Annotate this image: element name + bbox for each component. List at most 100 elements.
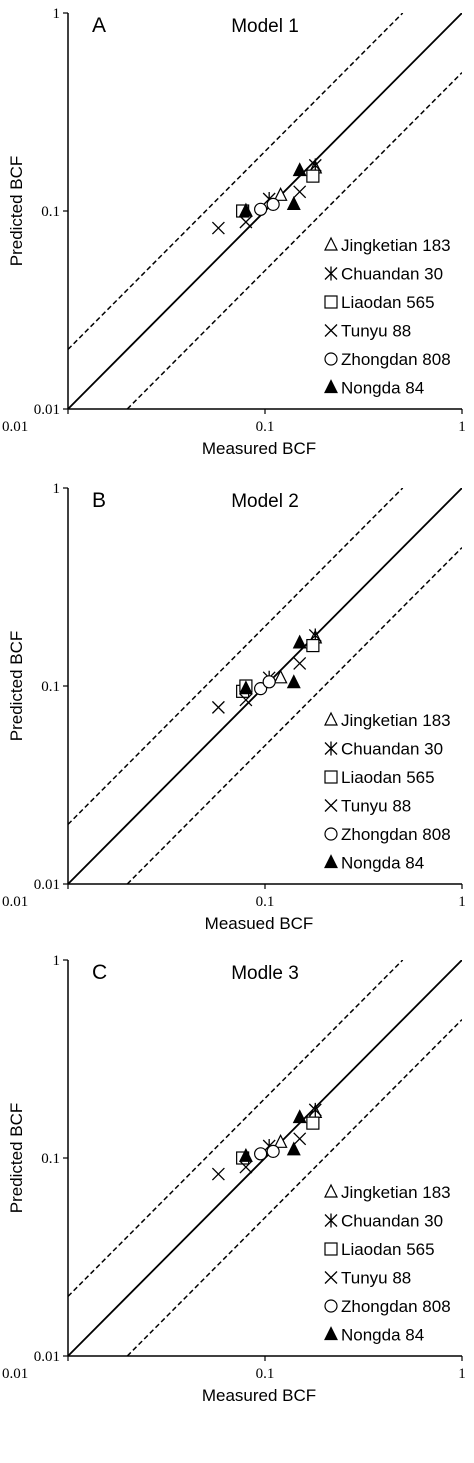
panel-letter: A: [92, 14, 106, 37]
legend-item: Zhongdan 808: [324, 350, 451, 369]
legend-item: Nongda 84: [324, 379, 424, 398]
legend-marker: [324, 324, 338, 337]
legend-marker: [324, 1242, 338, 1256]
chart-panel-b: 0.01 0.1 1 0.01 0.1 1 Measued BCF Predicted BCF…: [2, 481, 466, 933]
data-point: [266, 1144, 280, 1158]
legend-label: Liaodan 565: [341, 293, 435, 312]
series-tunyu-88: [211, 185, 307, 235]
legend-label: Nongda 84: [341, 379, 424, 398]
data-point: [292, 634, 307, 649]
data-point: [273, 669, 288, 684]
data-point: [273, 1133, 288, 1148]
chart-title: Model 2: [231, 491, 299, 512]
data-point: [266, 197, 280, 211]
data-point: [293, 185, 307, 199]
legend-marker: [324, 352, 338, 366]
data-point: [286, 1141, 301, 1156]
chart-title: Model 1: [231, 16, 299, 37]
legend-item: Jingketian 183: [324, 1183, 451, 1202]
legend-item: Zhongdan 808: [324, 1297, 451, 1316]
chart-panel-c: 0.01 0.1 1 0.01 0.1 1 Measured BCF Predicted BC…: [2, 953, 466, 1405]
x-tick-label: 1: [458, 419, 466, 435]
data-points: [211, 1102, 323, 1181]
legend-marker: [324, 854, 338, 869]
x-tick-label: 0.1: [256, 419, 275, 435]
legend-marker: [324, 827, 338, 841]
data-point: [286, 674, 301, 689]
legend-label: Tunyu 88: [341, 322, 411, 341]
legend-item: Tunyu 88: [324, 1269, 411, 1288]
panel-letter: C: [92, 961, 107, 984]
legend-label: Chuandan 30: [341, 740, 443, 759]
legend-marker: [324, 379, 338, 394]
data-point: [239, 215, 253, 229]
data-point: [306, 638, 320, 653]
legend-label: Tunyu 88: [341, 797, 411, 816]
legend-item: Tunyu 88: [324, 322, 411, 341]
series-zhongdan-808: [254, 675, 276, 696]
data-point: [211, 221, 225, 235]
legend-item: Nongda 84: [324, 1326, 424, 1345]
data-point: [238, 1147, 253, 1162]
legend-item: Zhongdan 808: [324, 825, 451, 844]
x-axis-label: Measured BCF: [202, 439, 316, 458]
legend-label: Chuandan 30: [341, 1212, 443, 1231]
legend-marker: [324, 236, 338, 251]
data-point: [306, 169, 320, 183]
chart-panel-a: 0.01 0.1 1 0.01 0.1 1 Measured BCF Predicted BC…: [2, 6, 466, 458]
data-point: [254, 682, 268, 696]
y-tick-label: 0.1: [41, 1151, 60, 1167]
series-tunyu-88: [211, 656, 307, 714]
series-tunyu-88: [211, 1132, 307, 1181]
legend-marker: [324, 1326, 338, 1341]
legend-marker: [324, 1183, 338, 1198]
data-point: [286, 196, 301, 210]
series-zhongdan-808: [254, 1144, 280, 1161]
legend-item: Chuandan 30: [324, 1212, 443, 1231]
x-tick-label: 0.01: [2, 419, 28, 435]
y-tick-label: 1: [53, 481, 61, 497]
upper-dashed-line: [68, 488, 404, 825]
legend-item: Liaodan 565: [324, 293, 435, 312]
legend-marker: [324, 295, 338, 309]
data-point: [262, 675, 276, 689]
series-zhongdan-808: [254, 197, 280, 216]
data-point: [238, 680, 253, 695]
chart-title: Modle 3: [231, 963, 299, 984]
legend-item: Tunyu 88: [324, 797, 411, 816]
data-points: [211, 628, 323, 714]
legend-label: Jingketian 183: [341, 711, 451, 730]
data-point: [292, 162, 307, 177]
data-point: [273, 186, 288, 201]
x-tick-label: 1: [458, 894, 466, 910]
x-tick-label: 0.1: [256, 1366, 275, 1382]
data-points: [211, 158, 323, 235]
legend-item: Chuandan 30: [324, 740, 443, 759]
data-point: [239, 693, 253, 707]
legend-item: Liaodan 565: [324, 768, 435, 787]
y-tick-label: 1: [53, 953, 61, 969]
x-tick-label: 0.01: [2, 1366, 28, 1382]
legend-label: Jingketian 183: [341, 1183, 451, 1202]
y-axis-label: Predicted BCF: [7, 156, 26, 267]
lower-dashed-line: [126, 547, 462, 884]
y-axis-label: Predicted BCF: [7, 1103, 26, 1214]
x-tick-label: 1: [458, 1366, 466, 1382]
legend: Jingketian 183 Chuandan 30 Liaodan 565 Tuny…: [324, 236, 451, 398]
upper-dashed-line: [68, 960, 404, 1297]
y-tick-label: 1: [53, 6, 61, 22]
data-point: [254, 202, 268, 216]
x-tick-label: 0.01: [2, 894, 28, 910]
data-point: [211, 700, 225, 714]
legend-label: Liaodan 565: [341, 768, 435, 787]
data-point: [292, 1109, 307, 1124]
legend-item: Jingketian 183: [324, 236, 451, 255]
legend-item: Liaodan 565: [324, 1240, 435, 1259]
upper-dashed-line: [68, 13, 404, 350]
y-tick-label: 0.01: [34, 402, 60, 418]
legend-item: Nongda 84: [324, 854, 424, 873]
legend: Jingketian 183 Chuandan 30 Liaodan 565 Tuny…: [324, 1183, 451, 1345]
data-point: [293, 656, 307, 670]
series-nongda-84: [238, 634, 307, 695]
